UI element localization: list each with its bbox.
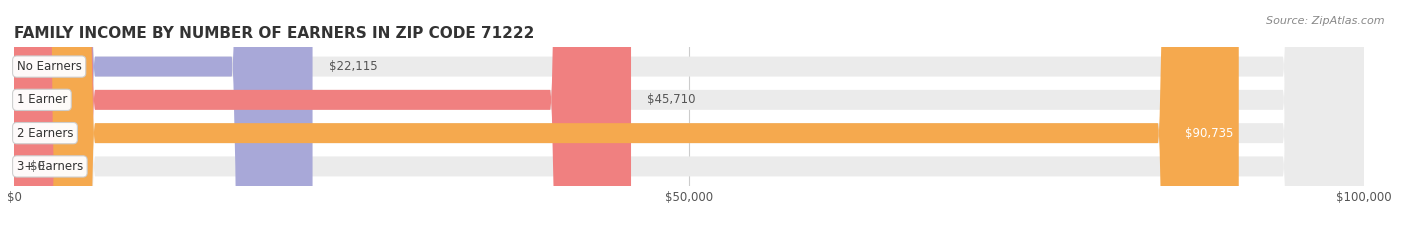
FancyBboxPatch shape xyxy=(14,0,1239,233)
FancyBboxPatch shape xyxy=(14,0,1364,233)
Text: $45,710: $45,710 xyxy=(647,93,696,106)
Text: 1 Earner: 1 Earner xyxy=(17,93,67,106)
Text: $22,115: $22,115 xyxy=(329,60,377,73)
Text: $90,735: $90,735 xyxy=(1185,127,1233,140)
Text: 2 Earners: 2 Earners xyxy=(17,127,73,140)
Text: $0: $0 xyxy=(31,160,45,173)
FancyBboxPatch shape xyxy=(14,0,1364,233)
Text: No Earners: No Earners xyxy=(17,60,82,73)
FancyBboxPatch shape xyxy=(0,0,55,233)
Text: Source: ZipAtlas.com: Source: ZipAtlas.com xyxy=(1267,16,1385,26)
Text: 3+ Earners: 3+ Earners xyxy=(17,160,83,173)
FancyBboxPatch shape xyxy=(14,0,631,233)
FancyBboxPatch shape xyxy=(14,0,312,233)
FancyBboxPatch shape xyxy=(14,0,1364,233)
Text: FAMILY INCOME BY NUMBER OF EARNERS IN ZIP CODE 71222: FAMILY INCOME BY NUMBER OF EARNERS IN ZI… xyxy=(14,26,534,41)
FancyBboxPatch shape xyxy=(14,0,1364,233)
